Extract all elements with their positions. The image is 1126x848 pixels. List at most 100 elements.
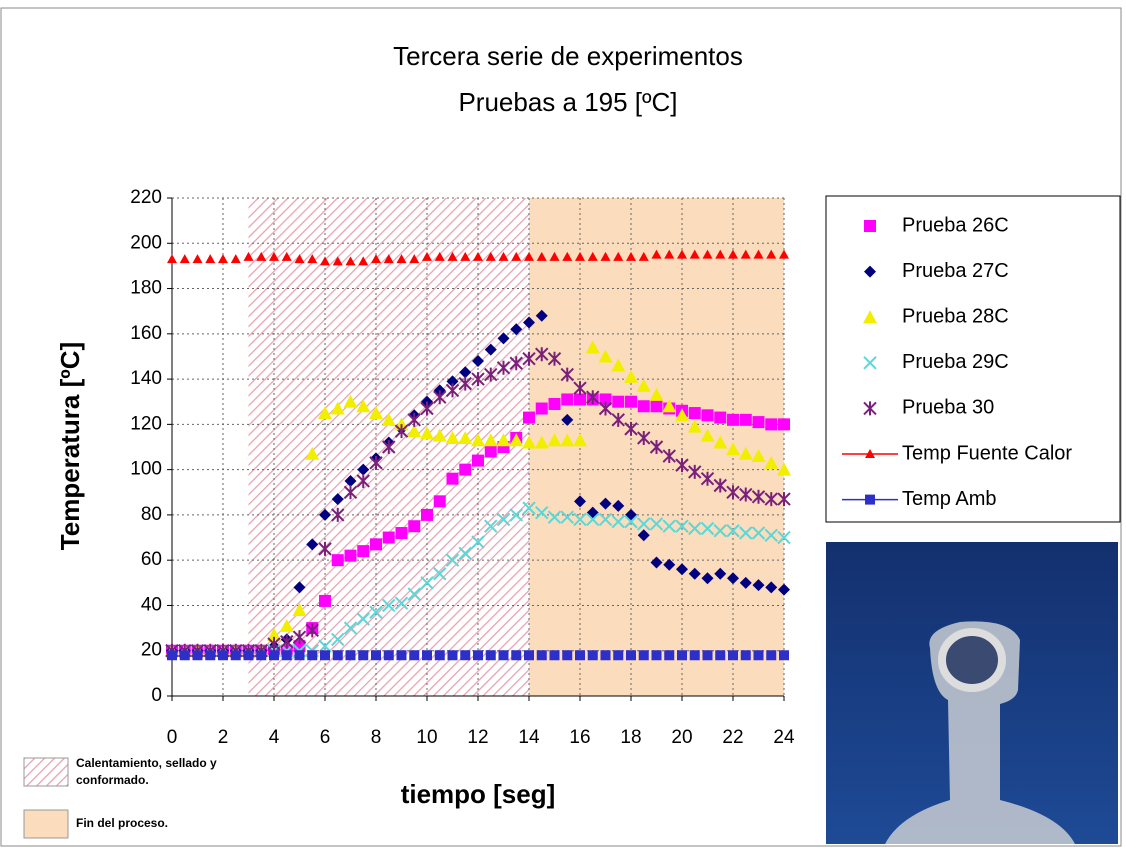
- marker: [639, 650, 649, 660]
- y-tick-label: 180: [130, 278, 162, 299]
- marker: [397, 650, 407, 660]
- y-axis-title: Temperatura [ºC]: [55, 342, 85, 550]
- y-tick-label: 120: [130, 413, 162, 434]
- marker: [421, 509, 433, 521]
- marker: [689, 407, 701, 419]
- x-tick-label: 10: [416, 727, 437, 748]
- x-axis-title: tiempo [seg]: [401, 779, 556, 809]
- marker: [346, 650, 356, 660]
- legend-label: Temp Amb: [902, 488, 996, 510]
- legend-label: Prueba 26C: [902, 214, 1009, 236]
- marker: [167, 254, 177, 263]
- marker: [460, 650, 470, 660]
- marker: [383, 532, 395, 544]
- x-tick-label: 6: [320, 727, 331, 748]
- marker: [448, 650, 458, 660]
- marker: [766, 650, 776, 660]
- region-label-line: Calentamiento, sellado y: [76, 756, 217, 770]
- x-tick-label: 16: [569, 727, 590, 748]
- marker: [727, 414, 739, 426]
- marker: [180, 650, 190, 660]
- x-tick-label: 4: [269, 727, 280, 748]
- y-tick-label: 40: [141, 594, 162, 615]
- marker: [690, 650, 700, 660]
- photo: [826, 542, 1118, 844]
- chart: Tercera serie de experimentos Pruebas a …: [0, 0, 1126, 848]
- y-tick-label: 100: [130, 459, 162, 480]
- x-tick-label: 12: [467, 727, 488, 748]
- marker: [485, 446, 497, 458]
- x-tick-label: 22: [722, 727, 743, 748]
- marker: [357, 545, 369, 557]
- x-tick-label: 18: [620, 727, 641, 748]
- legend-label: Prueba 30: [902, 397, 994, 419]
- marker: [715, 650, 725, 660]
- marker: [537, 650, 547, 660]
- marker: [702, 409, 714, 421]
- marker: [765, 418, 777, 430]
- y-tick-label: 60: [141, 549, 162, 570]
- marker: [167, 650, 177, 660]
- region-swatch: [24, 810, 68, 838]
- x-tick-label: 20: [671, 727, 692, 748]
- marker: [435, 650, 445, 660]
- marker: [523, 412, 535, 424]
- marker: [613, 650, 623, 660]
- marker: [231, 254, 241, 263]
- x-tick-label: 8: [371, 727, 382, 748]
- x-tick-label: 0: [167, 727, 178, 748]
- marker: [741, 650, 751, 660]
- marker: [434, 495, 446, 507]
- marker: [652, 650, 662, 660]
- region-label: Calentamiento, sellado y conformado.: [76, 756, 217, 787]
- marker: [778, 418, 790, 430]
- marker: [244, 650, 254, 660]
- y-tick-label: 20: [141, 640, 162, 661]
- marker: [549, 398, 561, 410]
- marker: [282, 650, 292, 660]
- marker: [193, 254, 203, 263]
- marker: [447, 473, 459, 485]
- marker: [409, 650, 419, 660]
- legend-label: Prueba 28C: [902, 305, 1009, 327]
- marker: [319, 595, 331, 607]
- chart-subtitle: Pruebas a 195 [ºC]: [458, 87, 677, 117]
- marker: [459, 464, 471, 476]
- marker: [779, 650, 789, 660]
- x-tick-label: 2: [218, 727, 229, 748]
- x-tick-label: 24: [773, 727, 795, 748]
- legend-label: Temp Fuente Calor: [902, 442, 1072, 464]
- marker: [638, 400, 650, 412]
- marker: [269, 650, 279, 660]
- marker: [384, 650, 394, 660]
- region-swatch: [24, 758, 68, 786]
- marker: [664, 650, 674, 660]
- marker: [575, 650, 585, 660]
- marker: [561, 393, 573, 405]
- y-tick-label: 220: [130, 187, 162, 208]
- marker: [651, 400, 663, 412]
- y-tick-label: 160: [130, 323, 162, 344]
- marker: [625, 396, 637, 408]
- marker: [536, 403, 548, 415]
- marker: [218, 254, 228, 263]
- marker: [371, 650, 381, 660]
- marker: [588, 650, 598, 660]
- marker: [524, 650, 534, 660]
- marker: [256, 650, 266, 660]
- marker: [205, 650, 215, 660]
- region-label-line: conformado.: [76, 773, 149, 787]
- marker: [396, 527, 408, 539]
- marker: [499, 650, 509, 660]
- marker: [626, 650, 636, 660]
- marker: [703, 650, 713, 660]
- marker: [753, 416, 765, 428]
- marker: [345, 550, 357, 562]
- marker: [307, 650, 317, 660]
- marker: [511, 650, 521, 660]
- marker: [370, 538, 382, 550]
- marker: [193, 650, 203, 660]
- marker: [295, 650, 305, 660]
- marker: [550, 650, 560, 660]
- y-tick-label: 0: [151, 685, 162, 706]
